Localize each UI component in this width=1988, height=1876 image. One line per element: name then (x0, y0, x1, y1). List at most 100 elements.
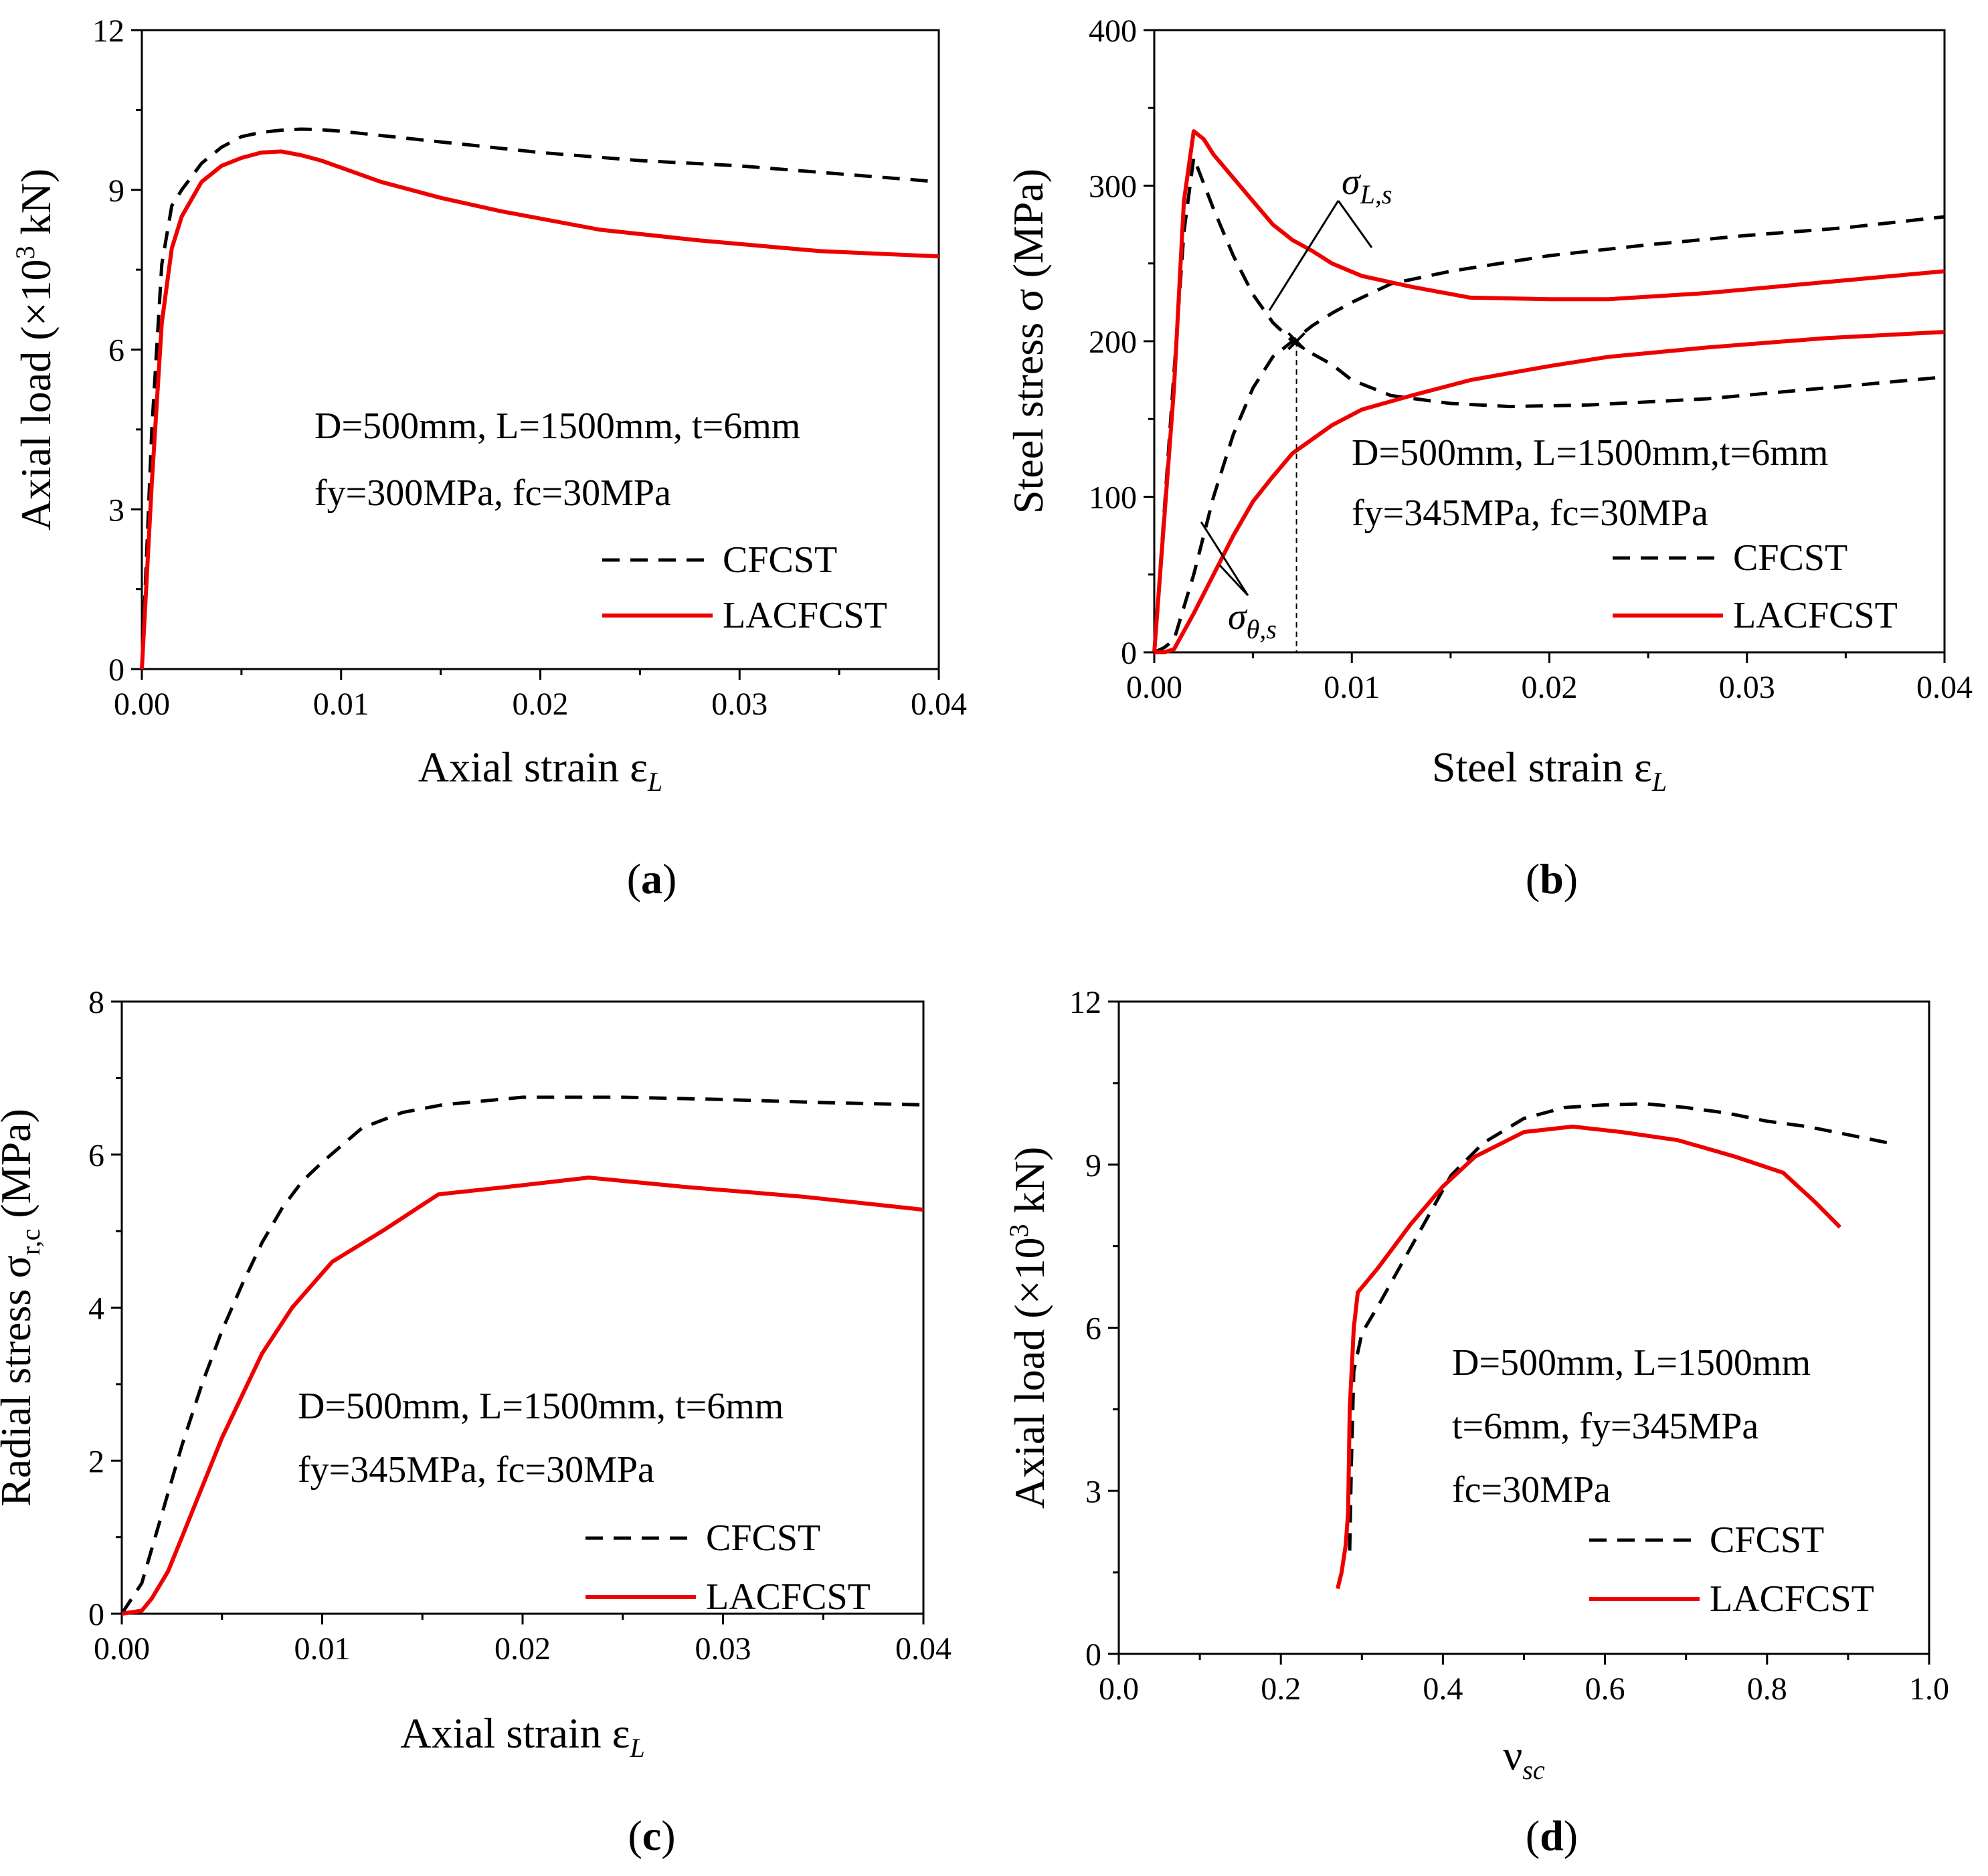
sigma-theta-sub: θ,s (1247, 614, 1277, 644)
x-axis-title-main: Axial strain ε (418, 743, 648, 791)
y-axis-title-sup: 3 (10, 246, 40, 259)
x-tick-label: 0.4 (1423, 1671, 1463, 1707)
x-tick-label: 0.02 (1522, 670, 1578, 705)
sigma-theta-arrow (1218, 564, 1249, 597)
legend-label-lacfcst: LACFCST (706, 1576, 871, 1618)
parameter-annotation: D=500mm, L=1500mm, t=6mm (314, 405, 800, 447)
sigma-theta-label: σθ,s (1228, 596, 1277, 644)
legend-label-cfcst: CFCST (723, 539, 837, 581)
series-line-a-1 (140, 149, 939, 670)
sigma-L-label: σL,s (1342, 161, 1392, 209)
parameter-annotation: t=6mm, fy=345MPa (1452, 1406, 1758, 1447)
x-tick-label: 0.04 (895, 1631, 952, 1667)
parameter-annotation: fy=345MPa, fc=30MPa (298, 1449, 654, 1491)
y-tick-label: 300 (1089, 169, 1137, 205)
y-axis-title: Steel stress σ (MPa) (1004, 169, 1052, 514)
legend-label-lacfcst: LACFCST (723, 595, 887, 636)
y-tick-label: 9 (108, 173, 124, 209)
x-tick-label: 0.2 (1261, 1671, 1301, 1707)
panel-caption: (a) (627, 855, 677, 903)
y-tick-label: 3 (1085, 1474, 1101, 1509)
caption-open: ( (628, 1812, 642, 1859)
y-tick-label: 0 (88, 1597, 104, 1632)
x-tick-label: 0.01 (313, 686, 369, 722)
x-tick-label: 0.0 (1099, 1671, 1139, 1707)
y-tick-label: 6 (108, 333, 124, 369)
y-tick-label: 12 (92, 13, 124, 49)
series-line-d-0 (1348, 1102, 1889, 1551)
panel-b: 0.00 0.01 0.02 0.03 0.04 0 100 200 300 400 Steel s… (1004, 13, 1973, 903)
x-tick-label: 0.00 (94, 1631, 150, 1667)
panel-a: 0.00 0.01 0.02 0.03 0.04 0 3 6 9 12 Axial strain ε… (10, 13, 967, 903)
parameter-annotation: fc=30MPa (1452, 1469, 1611, 1511)
y-axis-title: Radial stress σr,c (MPa) (0, 1109, 46, 1507)
sigma-theta-base: σ (1228, 596, 1248, 638)
caption-letter: b (1540, 855, 1564, 903)
y-tick-label: 200 (1089, 324, 1137, 360)
x-tick-label: 0.00 (114, 686, 170, 722)
x-axis-title-sub: L (630, 1733, 645, 1763)
sigma-L-arrow (1268, 200, 1340, 311)
x-tick-label: 0.04 (911, 686, 967, 722)
y-tick-label: 8 (88, 985, 104, 1020)
series-line-d-1 (1336, 1124, 1841, 1590)
x-tick-label: 0.04 (1916, 670, 1973, 705)
panel-d: 0.0 0.2 0.4 0.6 0.8 1.0 0 3 6 9 12 νsc Axial load (×… (1004, 985, 1949, 1859)
y-tick-label: 9 (1085, 1148, 1101, 1184)
x-axis-title: Axial strain εL (418, 743, 663, 797)
y-tick-label: 4 (88, 1291, 104, 1327)
y-axis-title-main: Radial stress σ (0, 1255, 39, 1507)
sigma-theta-arrow (1200, 521, 1249, 596)
x-axis-title: Steel strain εL (1432, 743, 1667, 797)
y-tick-label: 3 (108, 492, 124, 528)
y-tick-label: 12 (1069, 985, 1101, 1020)
x-tick-label: 0.03 (695, 1631, 751, 1667)
series-line-b-1 (1153, 215, 1945, 654)
parameter-annotation: D=500mm, L=1500mm (1452, 1342, 1811, 1384)
parameter-annotation: fy=345MPa, fc=30MPa (1352, 492, 1708, 534)
legend-label-cfcst: CFCST (706, 1517, 820, 1559)
caption-letter: d (1540, 1812, 1564, 1859)
series-line-b-2 (1152, 129, 1945, 653)
y-axis-title-tail: kN) (12, 169, 60, 246)
caption-open: ( (1526, 855, 1540, 903)
x-axis-title-main: Steel strain ε (1432, 743, 1652, 791)
y-axis-title-tail: kN) (1006, 1147, 1053, 1224)
x-tick-label: 0.03 (711, 686, 767, 722)
y-tick-label: 0 (108, 652, 124, 688)
x-axis-title-sub: sc (1522, 1755, 1545, 1785)
series-line-c-1 (121, 1176, 924, 1616)
y-axis-title-main: Axial load (×10 (1006, 1237, 1053, 1509)
legend-label-lacfcst: LACFCST (1710, 1578, 1874, 1620)
y-axis-title-sub: r,c (15, 1229, 46, 1255)
x-tick-label: 0.6 (1585, 1671, 1625, 1707)
series-line-b-3 (1154, 330, 1945, 654)
series-line-a-0 (140, 127, 939, 670)
legend-label-cfcst: CFCST (1710, 1519, 1824, 1561)
x-axis-title-sub: L (1651, 767, 1667, 797)
caption-close: ) (1564, 1812, 1578, 1859)
crossing-marker (1287, 332, 1305, 351)
y-tick-label: 0 (1121, 636, 1137, 671)
x-tick-label: 0.01 (294, 1631, 351, 1667)
x-tick-label: 0.03 (1719, 670, 1775, 705)
y-axis-title-main: Axial load (×10 (12, 259, 60, 531)
y-tick-label: 100 (1089, 480, 1137, 516)
sigma-L-sub: L,s (1360, 179, 1392, 209)
y-tick-label: 2 (88, 1444, 104, 1479)
legend-label-lacfcst: LACFCST (1733, 595, 1898, 636)
y-axis-title-tail: (MPa) (0, 1109, 39, 1229)
caption-letter: a (641, 855, 662, 903)
x-axis-title-main: ν (1503, 1731, 1522, 1779)
y-tick-label: 400 (1089, 13, 1137, 49)
y-tick-label: 6 (88, 1138, 104, 1174)
caption-close: ) (661, 1812, 675, 1859)
sigma-L-arrow (1337, 200, 1373, 248)
parameter-annotation: D=500mm, L=1500mm,t=6mm (1352, 432, 1828, 474)
x-axis-title: Axial strain εL (400, 1709, 645, 1763)
x-tick-label: 1.0 (1909, 1671, 1949, 1707)
x-tick-label: 0.00 (1126, 670, 1182, 705)
legend-label-cfcst: CFCST (1733, 537, 1847, 579)
x-axis-title-sub: L (647, 767, 662, 797)
